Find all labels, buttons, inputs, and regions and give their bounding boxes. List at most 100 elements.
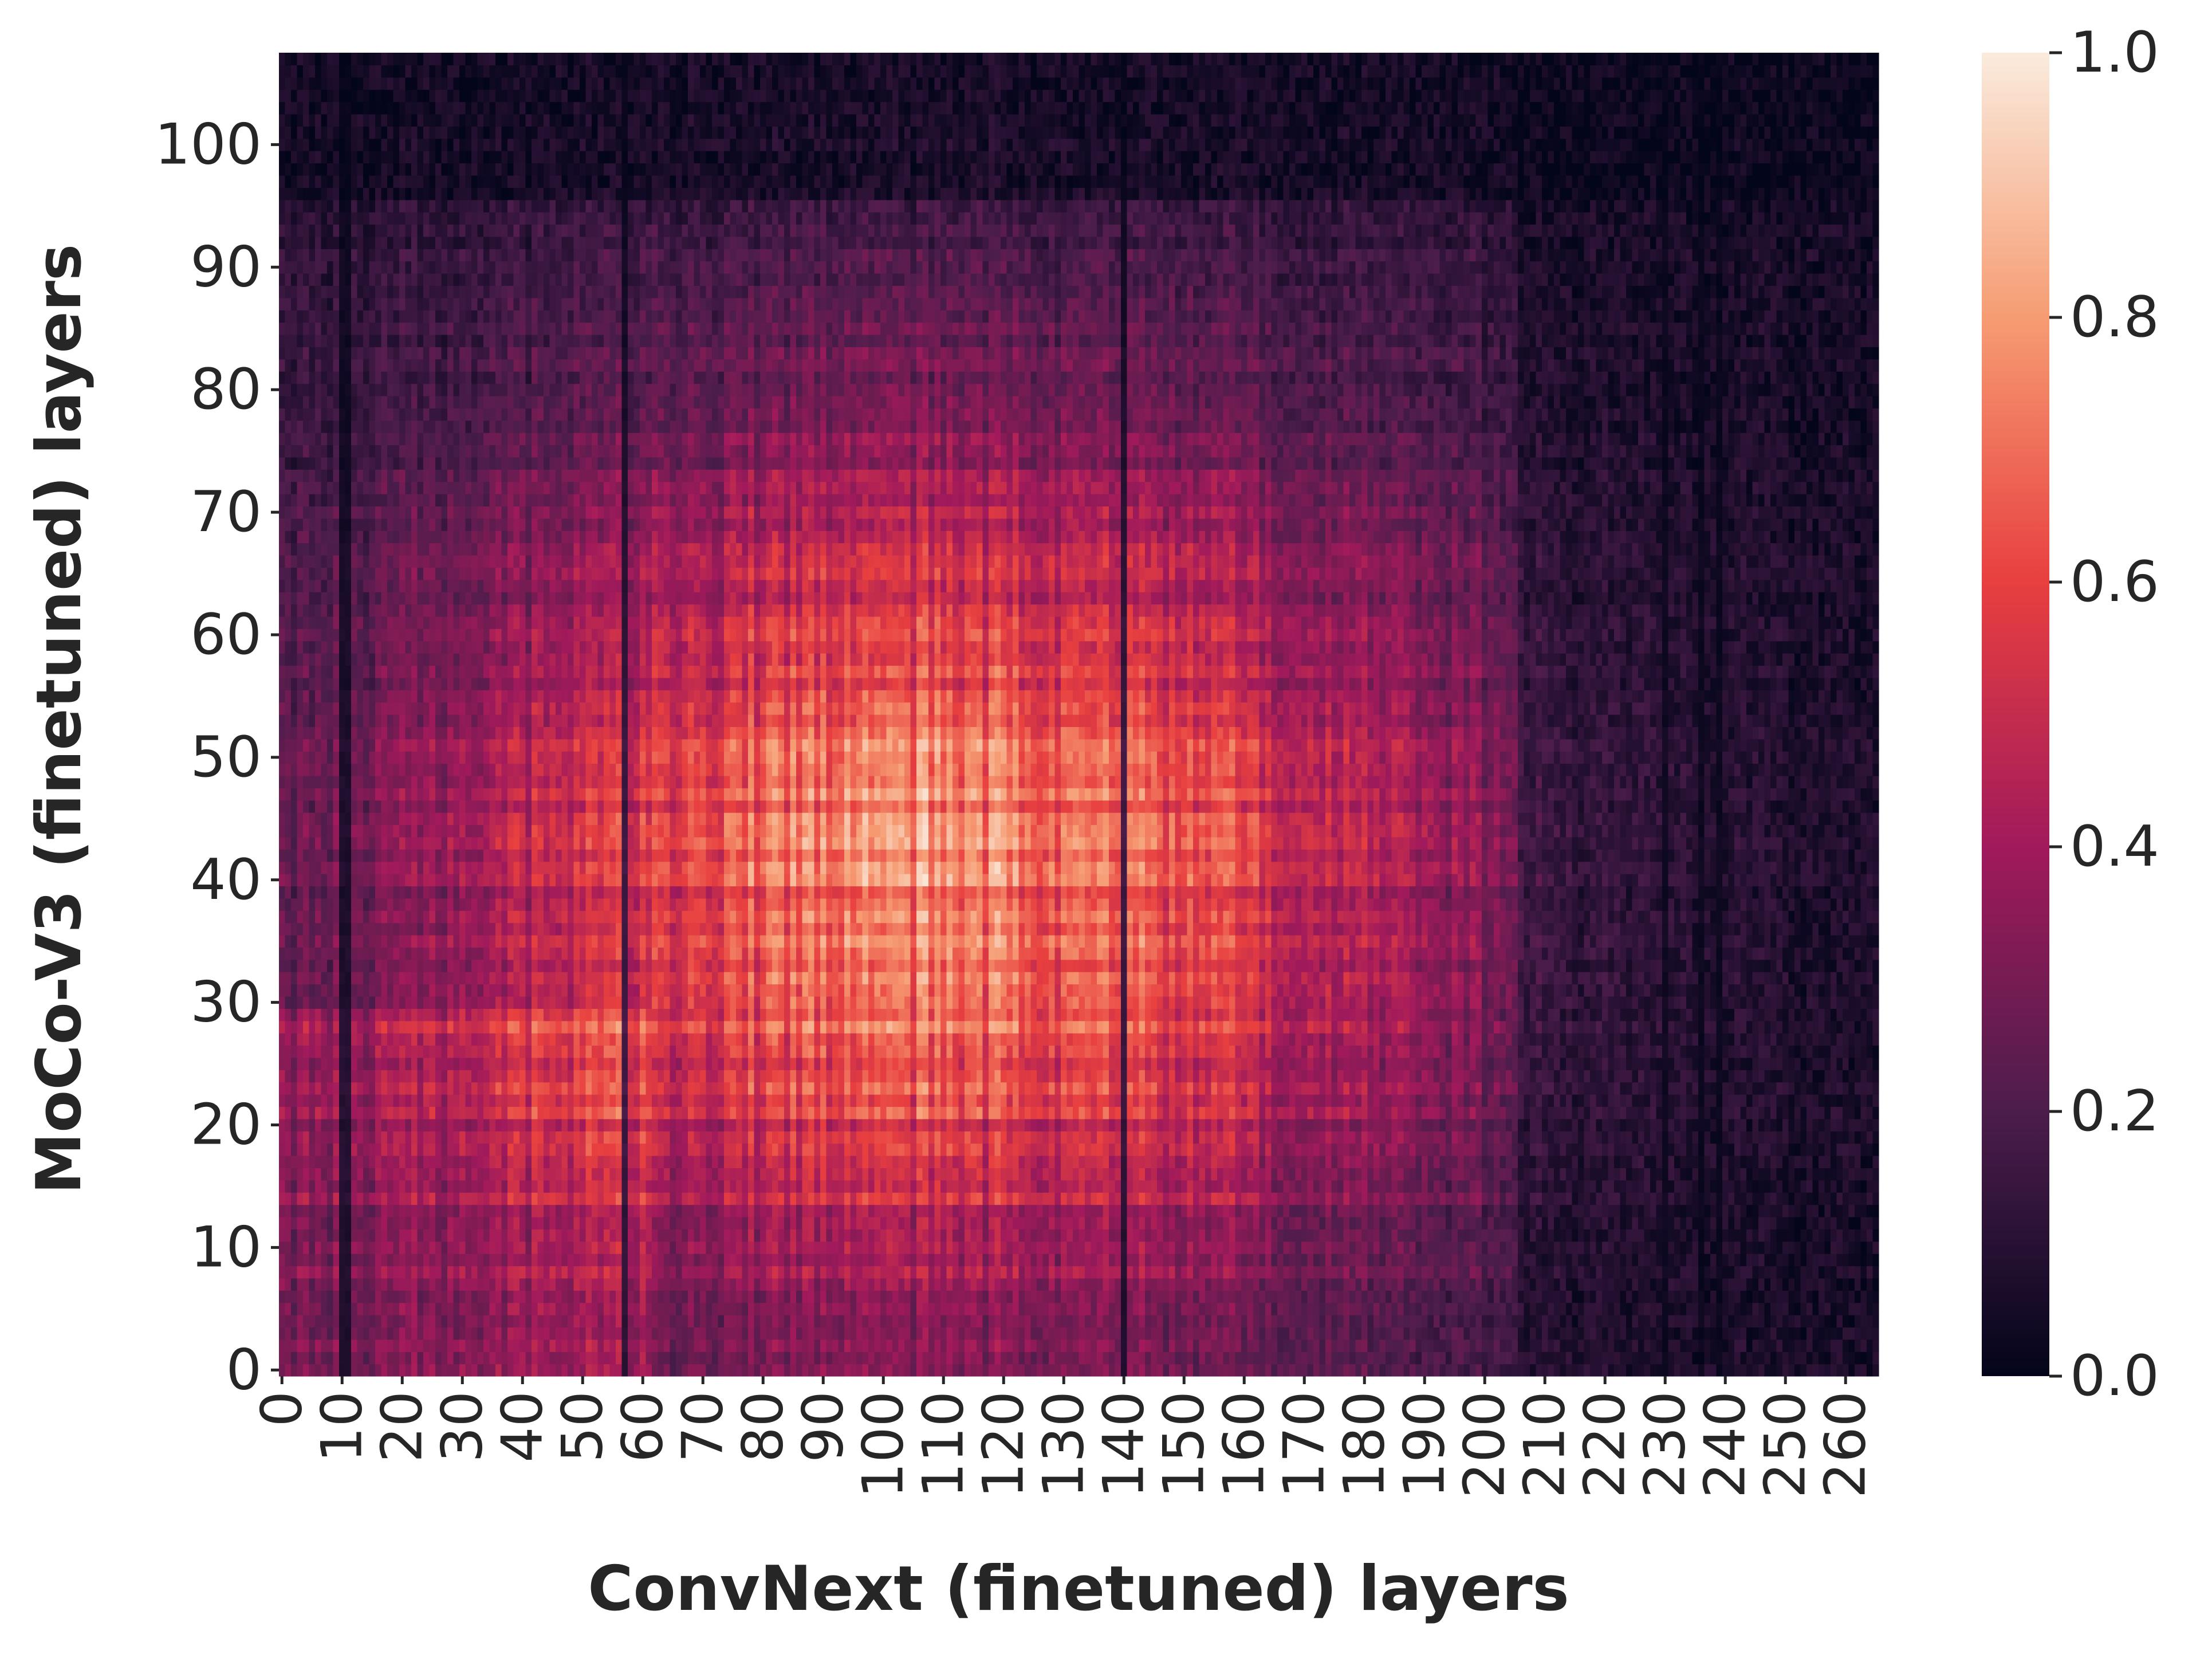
heatmap-cell: [1001, 1327, 1007, 1339]
heatmap-cell: [1007, 1315, 1013, 1327]
heatmap-cell: [1668, 1180, 1675, 1193]
heatmap-cell: [1422, 1242, 1428, 1254]
heatmap-cell: [1482, 1254, 1488, 1266]
heatmap-cell: [1530, 1242, 1536, 1254]
heatmap-cell: [1813, 1290, 1819, 1303]
heatmap-cell: [1181, 1266, 1187, 1279]
heatmap-cell: [1548, 1315, 1554, 1327]
heatmap-cell: [1139, 1303, 1146, 1315]
heatmap-cell: [1265, 1303, 1272, 1315]
heatmap-cell: [1656, 1217, 1663, 1229]
heatmap-cell: [351, 1364, 357, 1377]
heatmap-cell: [1831, 1339, 1837, 1352]
heatmap-cell: [490, 1192, 496, 1205]
heatmap-cell: [1043, 1327, 1049, 1339]
heatmap-cell: [959, 1339, 965, 1352]
heatmap-cell: [411, 1229, 418, 1242]
heatmap-cell: [736, 1217, 742, 1229]
heatmap-cell: [1349, 1327, 1356, 1339]
heatmap-cell: [1272, 1254, 1278, 1266]
heatmap-cell: [1187, 1339, 1194, 1352]
heatmap-cell: [1037, 1339, 1043, 1352]
heatmap-cell: [447, 1266, 454, 1279]
heatmap-cell: [478, 1352, 484, 1364]
heatmap-cell: [1151, 1266, 1158, 1279]
heatmap-cell: [965, 1217, 971, 1229]
heatmap-cell: [1259, 1254, 1266, 1266]
heatmap-cell: [1813, 1168, 1819, 1180]
heatmap-cell: [435, 1192, 442, 1205]
heatmap-cell: [748, 1278, 754, 1291]
heatmap-cell: [1043, 1278, 1049, 1291]
heatmap-cell: [1434, 1168, 1440, 1180]
heatmap-cell: [1151, 1278, 1158, 1291]
heatmap-cell: [808, 1229, 814, 1242]
heatmap-cell: [556, 1339, 562, 1352]
heatmap-cell: [279, 1192, 285, 1205]
heatmap-cell: [411, 1168, 418, 1180]
heatmap-cell: [863, 1352, 869, 1364]
heatmap-cell: [459, 1242, 466, 1254]
heatmap-cell: [1103, 1303, 1109, 1315]
heatmap-cell: [1470, 1168, 1476, 1180]
heatmap-cell: [868, 1229, 875, 1242]
heatmap-cell: [820, 1315, 826, 1327]
heatmap-cell: [369, 1303, 376, 1315]
heatmap-cell: [586, 1290, 592, 1303]
heatmap-cell: [1157, 1254, 1163, 1266]
heatmap-cell: [1710, 1303, 1717, 1315]
heatmap-cell: [321, 1242, 328, 1254]
heatmap-cell: [1284, 1327, 1290, 1339]
heatmap-cell: [1133, 1315, 1139, 1327]
heatmap-cell: [1765, 1290, 1771, 1303]
heatmap-cell: [1482, 1290, 1488, 1303]
heatmap-cell: [1151, 1205, 1158, 1217]
heatmap-cell: [778, 1192, 785, 1205]
heatmap-cell: [676, 1168, 682, 1180]
heatmap-cell: [875, 1192, 881, 1205]
heatmap-cell: [826, 1180, 833, 1193]
heatmap-cell: [766, 1364, 773, 1377]
heatmap-cell: [928, 1266, 935, 1279]
heatmap-cell: [1656, 1278, 1663, 1291]
heatmap-cell: [1284, 1266, 1290, 1279]
heatmap-cell: [1121, 1242, 1127, 1254]
heatmap-cell: [423, 1290, 430, 1303]
heatmap-cell: [285, 1217, 292, 1229]
heatmap-cell: [435, 1229, 442, 1242]
heatmap-cell: [1602, 1192, 1608, 1205]
heatmap-cell: [1284, 1192, 1290, 1205]
heatmap-cell: [598, 1242, 604, 1254]
heatmap-cell: [1019, 1192, 1025, 1205]
heatmap-cell: [1693, 1205, 1699, 1217]
heatmap-cell: [1320, 1352, 1326, 1364]
heatmap-cell: [1325, 1303, 1332, 1315]
heatmap-cell: [989, 1242, 995, 1254]
heatmap-cell: [916, 1303, 923, 1315]
heatmap-cell: [1686, 1242, 1693, 1254]
heatmap-cell: [562, 1364, 568, 1377]
heatmap-cell: [1758, 1315, 1765, 1327]
heatmap-cell: [1837, 1205, 1843, 1217]
heatmap-cell: [1019, 1217, 1025, 1229]
heatmap-cell: [1103, 1266, 1109, 1279]
heatmap-cell: [754, 1217, 761, 1229]
heatmap-cell: [562, 1254, 568, 1266]
heatmap-cell: [706, 1364, 713, 1377]
heatmap-cell: [598, 1205, 604, 1217]
heatmap-cell: [478, 1339, 484, 1352]
heatmap-cell: [1789, 1303, 1795, 1315]
heatmap-cell: [718, 1290, 725, 1303]
heatmap-cell: [706, 1180, 713, 1193]
heatmap-cell: [478, 1217, 484, 1229]
heatmap-cell: [928, 1327, 935, 1339]
heatmap-cell: [1296, 1168, 1302, 1180]
heatmap-cell: [1452, 1168, 1458, 1180]
heatmap-cell: [1199, 1217, 1206, 1229]
heatmap-cell: [1151, 1303, 1158, 1315]
heatmap-cell: [1867, 1278, 1873, 1291]
heatmap-cell: [718, 1352, 725, 1364]
heatmap-cell: [1049, 1303, 1055, 1315]
heatmap-cell: [1819, 1352, 1825, 1364]
heatmap-cell: [568, 1266, 574, 1279]
